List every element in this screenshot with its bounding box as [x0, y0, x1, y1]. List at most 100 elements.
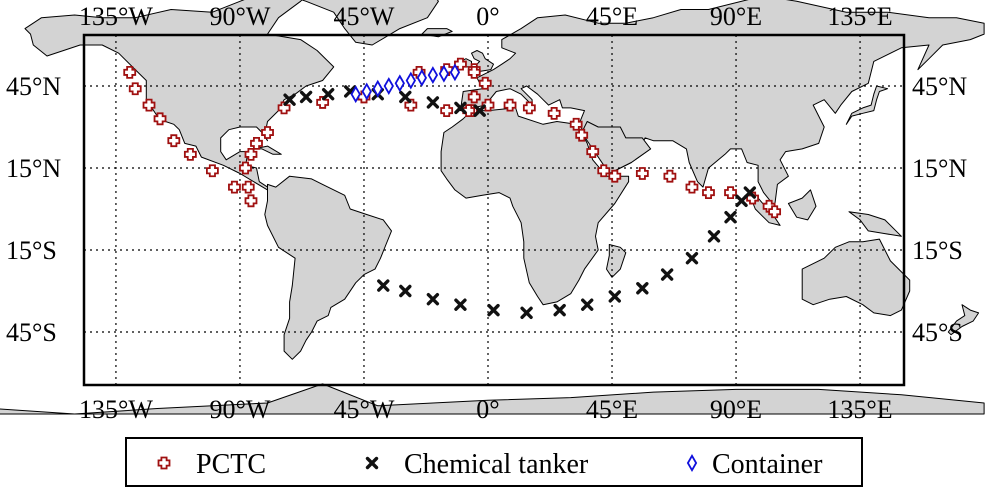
plus-marker: [128, 82, 142, 96]
plus-marker: [404, 98, 418, 112]
x-marker: [399, 284, 412, 298]
plus-marker: [586, 145, 600, 159]
x-tick-label-top: 0°: [476, 2, 499, 31]
x-marker: [426, 96, 440, 109]
plus-marker: [724, 186, 737, 200]
diamond-marker: [350, 85, 361, 104]
land-arabia: [581, 121, 652, 174]
plus-marker: [277, 101, 291, 115]
y-tick-label-left: 45°N: [6, 72, 61, 101]
land-antarctica: [0, 383, 985, 415]
x-tick-label-top: 45°W: [334, 2, 395, 31]
land-cuba: [253, 145, 282, 155]
plus-marker: [123, 65, 137, 79]
x-marker: [283, 93, 296, 106]
x-marker: [454, 298, 467, 311]
land-new-guinea: [848, 211, 902, 237]
plus-marker: [467, 90, 481, 104]
legend-label: PCTC: [196, 449, 266, 480]
plus-marker: [547, 106, 561, 120]
x-tick-label-bottom: 135°E: [827, 395, 892, 424]
x-marker: [724, 210, 737, 224]
plus-marker: [608, 169, 622, 183]
x-marker: [473, 104, 486, 117]
plus-marker: [228, 180, 241, 194]
x-tick-label-bottom: 90°E: [710, 395, 762, 424]
series-pctc: [123, 57, 782, 219]
y-tick-label-left: 15°S: [6, 236, 57, 265]
plus-marker: [635, 167, 649, 180]
land-africa: [440, 107, 630, 306]
x-marker: [321, 88, 335, 101]
x-tick-label-top: 135°W: [79, 2, 153, 31]
diamond-marker: [372, 79, 383, 98]
x-tick-label-bottom: 0°: [476, 395, 499, 424]
plus-marker: [768, 205, 782, 219]
series-chemical-tanker: [283, 85, 757, 320]
plus-marker: [239, 161, 252, 175]
plus-marker: [206, 164, 219, 178]
legend-diamond-marker: [686, 454, 698, 472]
gridlines: [84, 35, 904, 385]
plus-marker: [702, 186, 715, 200]
plus-marker: [481, 98, 495, 112]
x-marker: [426, 292, 440, 306]
plus-marker: [462, 104, 476, 118]
x-tick-label-top: 90°E: [710, 2, 762, 31]
land-new-zealand: [947, 304, 980, 336]
land-japan: [845, 85, 889, 125]
x-tick-label-bottom: 135°W: [79, 395, 153, 424]
x-tick-label-bottom: 45°E: [586, 395, 638, 424]
plus-marker: [685, 180, 699, 194]
x-tick-label-top: 45°E: [586, 2, 638, 31]
plus-marker: [503, 98, 517, 112]
x-marker: [520, 306, 533, 320]
x-marker: [660, 268, 674, 281]
land-greenland: [300, 0, 439, 46]
x-marker: [581, 298, 594, 311]
plus-marker: [250, 137, 263, 150]
diamond-marker: [427, 66, 439, 85]
y-tick-label-right: 45°N: [912, 72, 967, 101]
plus-marker: [183, 147, 197, 161]
x-marker: [553, 303, 566, 317]
diamond-marker: [438, 64, 450, 83]
x-tick-label-bottom: 90°W: [209, 395, 270, 424]
x-tick-label-top: 90°W: [209, 2, 270, 31]
y-tick-label-left: 15°N: [6, 154, 61, 183]
diamond-marker: [416, 68, 428, 87]
plus-marker: [241, 180, 255, 194]
x-marker: [685, 251, 699, 265]
plus-marker: [244, 194, 258, 208]
y-tick-label-right: 45°S: [912, 318, 963, 347]
land-south-america: [264, 175, 392, 360]
plus-marker: [316, 96, 330, 109]
y-tick-label-right: 15°S: [912, 236, 963, 265]
map-frame: [82, 33, 906, 387]
plus-marker: [663, 169, 677, 183]
plus-marker: [454, 57, 467, 71]
x-marker: [735, 194, 748, 208]
axis-tick-labels: 135°W 135°W 90°W 90°W 45°W 45°W 0° 0° 45°E 45°E 90…: [6, 2, 967, 424]
x-marker: [454, 101, 467, 115]
diamond-marker: [405, 71, 416, 90]
plus-marker: [153, 112, 167, 126]
x-marker: [487, 303, 500, 317]
diamond-marker: [449, 63, 461, 82]
route-markers: [123, 57, 782, 320]
x-marker: [707, 230, 721, 243]
land-borneo: [787, 189, 817, 221]
land-masses: [0, 0, 985, 415]
x-marker: [399, 90, 412, 104]
y-tick-label-left: 45°S: [6, 318, 57, 347]
plus-marker: [467, 65, 481, 79]
x-marker: [377, 279, 390, 292]
plus-marker: [261, 126, 274, 139]
land-madagascar: [606, 244, 627, 278]
plus-marker: [440, 104, 454, 118]
legend-plus-marker: [157, 456, 171, 470]
x-marker: [608, 290, 621, 303]
x-tick-label-top: 135°E: [827, 2, 892, 31]
series-container: [350, 63, 461, 104]
